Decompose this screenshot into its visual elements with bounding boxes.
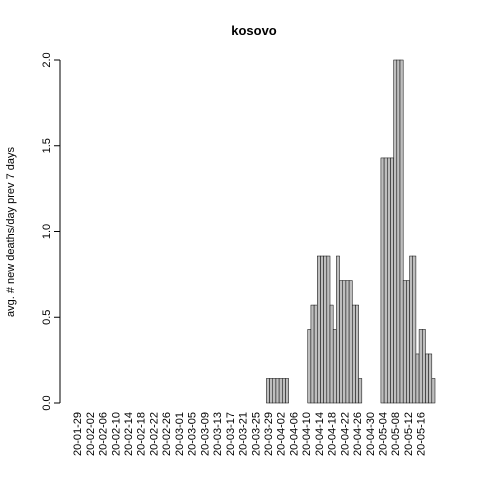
bar (406, 281, 409, 403)
bar (419, 329, 422, 403)
x-tick-label: 20-04-14 (314, 412, 326, 456)
x-tick-label: 20-03-05 (187, 412, 199, 456)
bar (343, 281, 346, 403)
bar (333, 329, 336, 403)
x-tick-label: 20-02-10 (110, 412, 122, 456)
x-tick-label: 20-02-22 (148, 412, 160, 456)
bar (336, 256, 339, 403)
x-tick-label: 20-05-08 (390, 412, 402, 456)
bar (397, 60, 400, 403)
x-tick-label: 20-03-25 (250, 412, 262, 456)
bar (390, 158, 393, 403)
bar (394, 60, 397, 403)
x-tick-label: 20-02-26 (161, 412, 173, 456)
bar (327, 256, 330, 403)
x-tick-label: 20-04-06 (288, 412, 300, 456)
x-tick-label: 20-04-10 (301, 412, 313, 456)
x-tick-label: 20-04-18 (327, 412, 339, 456)
bar (349, 281, 352, 403)
bar (425, 354, 428, 403)
bar (355, 305, 358, 403)
bar (416, 354, 419, 403)
x-tick-label: 20-05-04 (378, 412, 390, 456)
bar (311, 305, 314, 403)
bar (282, 378, 285, 403)
bar (346, 281, 349, 403)
bar (352, 305, 355, 403)
bar (273, 378, 276, 403)
x-tick-label: 20-03-17 (225, 412, 237, 456)
bar (429, 354, 432, 403)
x-tick-label: 20-04-22 (339, 412, 351, 456)
x-tick-label: 20-03-01 (174, 412, 186, 456)
bar (432, 378, 435, 403)
y-tick-label: 2.0 (41, 52, 53, 67)
bar (317, 256, 320, 403)
x-tick-label: 20-02-02 (85, 412, 97, 456)
x-tick-label: 20-04-02 (276, 412, 288, 456)
x-tick-label: 20-02-06 (98, 412, 110, 456)
bars-group (266, 60, 435, 403)
y-axis-label: avg. # new deaths/day prev 7 days (5, 147, 17, 317)
bar (330, 305, 333, 403)
bar (324, 256, 327, 403)
x-tick-label: 20-05-12 (403, 412, 415, 456)
bar (381, 158, 384, 403)
bar (320, 256, 323, 403)
x-tick-label: 20-03-13 (212, 412, 224, 456)
bar (359, 378, 362, 403)
bar (266, 378, 269, 403)
x-tick-label: 20-03-09 (199, 412, 211, 456)
x-tick-label: 20-03-29 (263, 412, 275, 456)
bar (413, 256, 416, 403)
bar (410, 256, 413, 403)
x-tick-label: 20-04-30 (365, 412, 377, 456)
bar (279, 378, 282, 403)
bar (384, 158, 387, 403)
bar (270, 378, 273, 403)
bar (403, 281, 406, 403)
y-tick-label: 0.0 (41, 395, 53, 410)
bar (308, 329, 311, 403)
x-tick-label: 20-04-26 (352, 412, 364, 456)
x-tick-label: 20-02-14 (123, 412, 135, 456)
y-tick-label: 0.5 (41, 310, 53, 325)
y-tick-label: 1.5 (41, 138, 53, 153)
y-tick-label: 1.0 (41, 224, 53, 239)
x-axis: 20-01-29 20-02-02 20-02-06 20-02-10 20-02-14… (72, 412, 428, 456)
chart-title: kosovo (231, 23, 277, 38)
bar (276, 378, 279, 403)
x-tick-label: 20-02-18 (136, 412, 148, 456)
bar (387, 158, 390, 403)
bar (314, 305, 317, 403)
x-tick-label: 20-05-16 (416, 412, 428, 456)
y-axis: 0.0 0.5 1.0 1.5 2.0 (41, 52, 60, 410)
bar (285, 378, 288, 403)
x-tick-label: 20-01-29 (72, 412, 84, 456)
bar (422, 329, 425, 403)
bar (340, 281, 343, 403)
x-tick-label: 20-03-21 (238, 412, 250, 456)
bar (400, 60, 403, 403)
